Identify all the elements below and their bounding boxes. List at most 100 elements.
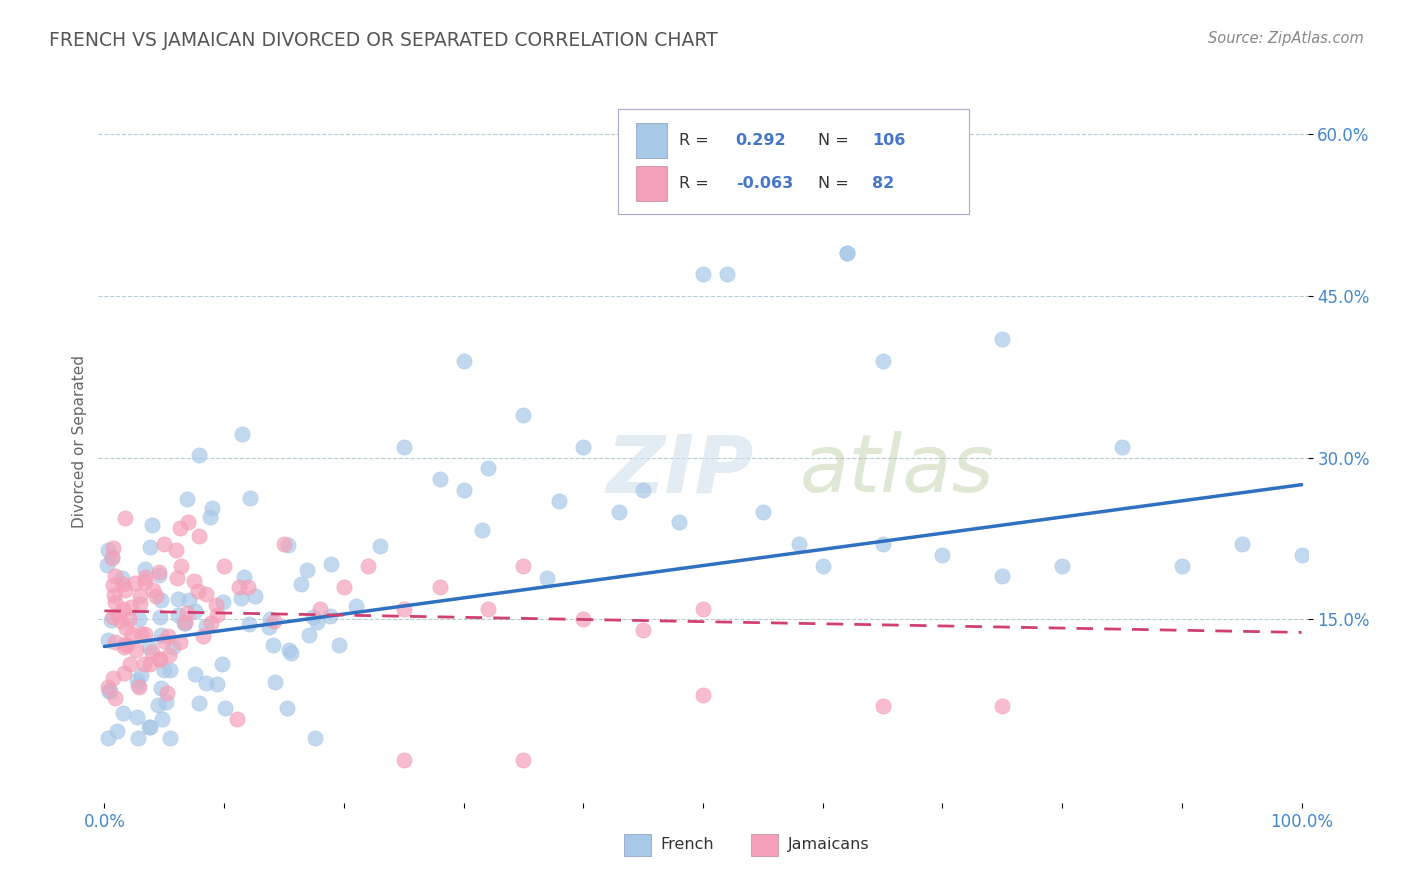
Point	[165, 543, 187, 558]
Point	[138, 640, 160, 654]
Point	[368, 540, 391, 554]
Point	[195, 676, 218, 690]
Point	[319, 608, 342, 623]
Point	[125, 709, 148, 723]
Point	[112, 706, 135, 720]
Point	[156, 685, 179, 699]
Point	[134, 627, 156, 641]
Point	[1230, 537, 1253, 551]
Point	[150, 681, 173, 695]
Point	[169, 559, 191, 574]
Point	[991, 569, 1014, 583]
Point	[149, 628, 172, 642]
Point	[111, 571, 134, 585]
Point	[111, 576, 134, 591]
Point	[512, 558, 534, 573]
Point	[211, 657, 233, 672]
Point	[1291, 548, 1313, 562]
Point	[236, 580, 259, 594]
Point	[101, 551, 124, 566]
Point	[277, 538, 299, 552]
Point	[173, 616, 195, 631]
Point	[228, 580, 250, 594]
Point	[692, 601, 714, 615]
Point	[835, 245, 858, 260]
Point	[100, 613, 122, 627]
Point	[148, 651, 170, 665]
Point	[111, 602, 134, 616]
Text: Jamaicans: Jamaicans	[787, 838, 869, 852]
Point	[139, 540, 162, 554]
Point	[148, 567, 170, 582]
Point	[115, 621, 138, 635]
Point	[114, 582, 136, 597]
Point	[112, 666, 135, 681]
Point	[232, 570, 254, 584]
Point	[276, 701, 298, 715]
Point	[207, 677, 229, 691]
Point	[159, 731, 181, 745]
Point	[357, 558, 380, 573]
Point	[187, 584, 209, 599]
Point	[1171, 558, 1194, 573]
Point	[194, 587, 217, 601]
Text: 0.292: 0.292	[735, 133, 786, 148]
Point	[101, 578, 124, 592]
Point	[183, 574, 205, 588]
FancyBboxPatch shape	[619, 109, 969, 214]
Point	[1111, 440, 1133, 454]
Point	[307, 615, 329, 629]
Point	[98, 684, 121, 698]
Point	[146, 698, 169, 713]
Point	[125, 673, 148, 688]
Point	[97, 680, 120, 694]
Point	[129, 668, 152, 682]
Point	[239, 491, 262, 506]
Point	[536, 571, 558, 585]
Text: ZIP: ZIP	[606, 432, 754, 509]
Point	[104, 569, 127, 583]
Y-axis label: Divorced or Separated: Divorced or Separated	[72, 355, 87, 528]
Point	[157, 629, 180, 643]
Point	[117, 612, 139, 626]
Point	[290, 577, 312, 591]
Point	[392, 753, 415, 767]
Point	[104, 634, 127, 648]
Point	[129, 627, 152, 641]
Point	[107, 607, 129, 622]
Point	[477, 601, 499, 615]
Point	[145, 590, 167, 604]
Point	[512, 753, 534, 767]
Text: 82: 82	[872, 176, 894, 191]
Point	[129, 590, 152, 604]
Text: atlas: atlas	[800, 432, 994, 509]
Text: FRENCH VS JAMAICAN DIVORCED OR SEPARATED CORRELATION CHART: FRENCH VS JAMAICAN DIVORCED OR SEPARATED…	[49, 31, 718, 50]
Text: French: French	[661, 838, 714, 852]
Point	[321, 557, 343, 571]
Point	[668, 181, 690, 195]
Point	[787, 537, 810, 551]
Point	[101, 671, 124, 685]
Point	[231, 426, 253, 441]
Point	[201, 501, 224, 516]
Bar	[637, 123, 666, 158]
Point	[716, 268, 738, 282]
Point	[211, 595, 233, 609]
Point	[191, 629, 214, 643]
Point	[229, 591, 252, 605]
Text: 106: 106	[872, 133, 905, 148]
Point	[174, 615, 197, 629]
Point	[97, 684, 120, 698]
Point	[872, 537, 894, 551]
Point	[125, 643, 148, 657]
Point	[259, 612, 281, 626]
Point	[138, 720, 160, 734]
Point	[105, 723, 128, 738]
Point	[167, 607, 190, 622]
Point	[302, 609, 325, 624]
Point	[631, 483, 654, 497]
Text: R =: R =	[679, 176, 709, 191]
Point	[176, 492, 198, 507]
Point	[134, 574, 156, 589]
Point	[148, 566, 170, 580]
